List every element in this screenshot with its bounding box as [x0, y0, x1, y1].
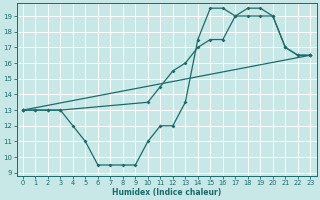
X-axis label: Humidex (Indice chaleur): Humidex (Indice chaleur) — [112, 188, 221, 197]
